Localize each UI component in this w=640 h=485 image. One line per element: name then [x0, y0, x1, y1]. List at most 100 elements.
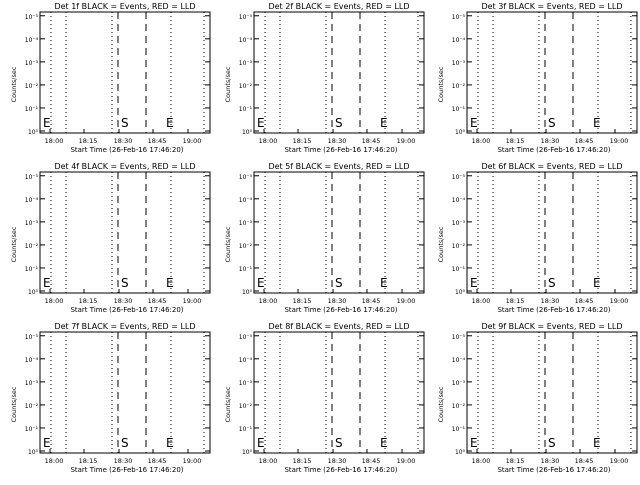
chart-panel: Det 9f BLACK = Events, RED = LLD 10⁰ 10⁻¹ 1…	[437, 322, 638, 474]
y-tick-label: 10⁻¹	[452, 426, 466, 433]
y-tick-label: 10⁰	[28, 449, 39, 456]
y-tick-label: 10⁻⁵	[452, 14, 466, 21]
x-tick-label: 18:30	[114, 457, 133, 465]
y-tick-label: 10⁻⁴	[239, 37, 253, 44]
x-tick-label: 18:30	[541, 137, 560, 145]
x-tick-label: 18:30	[114, 137, 133, 145]
x-tick-label: 18:15	[506, 297, 525, 305]
chart-title: Det 9f BLACK = Events, RED = LLD	[481, 322, 622, 331]
plot-frame	[253, 331, 425, 454]
plot-frame	[466, 331, 638, 454]
event-marker: S	[335, 436, 343, 450]
x-tick-label: 18:15	[506, 137, 525, 145]
y-axis-label: Counts/sec	[10, 226, 18, 262]
plot-frame	[253, 11, 425, 134]
x-tick-label: 18:00	[45, 457, 64, 465]
y-tick-label: 10⁻⁴	[239, 357, 253, 364]
y-tick-label: 10⁻⁵	[452, 174, 466, 181]
plot-frame	[466, 11, 638, 134]
x-tick-label: 18:45	[148, 137, 167, 145]
x-tick-label: 18:45	[362, 297, 381, 305]
event-marker: E	[166, 276, 174, 290]
chart-title: Det 2f BLACK = Events, RED = LLD	[268, 2, 409, 11]
y-tick-label: 10⁻²	[239, 83, 253, 90]
chart-panel: Det 1f BLACK = Events, RED = LLD 10⁰ 10⁻¹ 1…	[10, 2, 211, 154]
y-tick-label: 10⁻⁴	[452, 357, 466, 364]
y-axis-label: Counts/sec	[437, 386, 445, 422]
x-axis-label: Start Time (26-Feb-16 17:46:20)	[497, 146, 610, 154]
event-marker: S	[548, 276, 556, 290]
chart-title: Det 4f BLACK = Events, RED = LLD	[54, 162, 195, 171]
chart-panel: Det 8f BLACK = Events, RED = LLD 10⁰ 10⁻¹ 1…	[224, 322, 425, 474]
x-axis-label: Start Time (26-Feb-16 17:46:20)	[284, 306, 397, 314]
x-tick-label: 18:00	[259, 297, 278, 305]
y-tick-label: 10⁻⁵	[239, 334, 253, 341]
chart-panel: Det 5f BLACK = Events, RED = LLD 10⁰ 10⁻¹ 1…	[224, 162, 425, 314]
chart-title: Det 5f BLACK = Events, RED = LLD	[268, 162, 409, 171]
event-marker: E	[593, 276, 601, 290]
x-tick-label: 19:00	[183, 457, 202, 465]
x-axis-label: Start Time (26-Feb-16 17:46:20)	[497, 306, 610, 314]
x-tick-label: 18:30	[328, 137, 347, 145]
y-tick-label: 10⁰	[242, 449, 253, 456]
event-marker: E	[257, 116, 265, 130]
x-tick-label: 18:00	[472, 297, 491, 305]
x-tick-label: 18:15	[293, 457, 312, 465]
y-tick-label: 10⁻³	[452, 60, 466, 67]
x-tick-label: 18:30	[328, 457, 347, 465]
event-marker: E	[470, 436, 478, 450]
y-tick-label: 10⁰	[28, 129, 39, 136]
chart-title: Det 3f BLACK = Events, RED = LLD	[481, 2, 622, 11]
y-tick-label: 10⁻⁴	[452, 197, 466, 204]
y-tick-label: 10⁻⁵	[239, 174, 253, 181]
x-tick-label: 19:00	[183, 297, 202, 305]
y-tick-label: 10⁰	[242, 129, 253, 136]
event-marker: S	[548, 116, 556, 130]
x-axis-label: Start Time (26-Feb-16 17:46:20)	[497, 466, 610, 474]
event-marker: E	[43, 276, 51, 290]
y-tick-label: 10⁻⁵	[25, 174, 39, 181]
y-axis-label: Counts/sec	[10, 386, 18, 422]
event-marker: E	[470, 116, 478, 130]
y-axis-label: Counts/sec	[437, 66, 445, 102]
y-tick-label: 10⁻¹	[239, 426, 253, 433]
event-marker: S	[335, 116, 343, 130]
x-tick-label: 18:45	[362, 137, 381, 145]
chart-panel: Det 6f BLACK = Events, RED = LLD 10⁰ 10⁻¹ 1…	[437, 162, 638, 314]
y-tick-label: 10⁻³	[452, 380, 466, 387]
x-tick-label: 19:00	[610, 457, 629, 465]
event-marker: E	[380, 436, 388, 450]
x-axis-label: Start Time (26-Feb-16 17:46:20)	[284, 146, 397, 154]
y-tick-label: 10⁻³	[25, 220, 39, 227]
y-axis-label: Counts/sec	[437, 226, 445, 262]
y-tick-label: 10⁻¹	[239, 266, 253, 273]
y-tick-label: 10⁰	[242, 289, 253, 296]
y-tick-label: 10⁻⁵	[25, 14, 39, 21]
y-tick-label: 10⁻³	[25, 380, 39, 387]
plot-frame	[39, 11, 211, 134]
plot-frame	[39, 331, 211, 454]
x-axis-label: Start Time (26-Feb-16 17:46:20)	[70, 306, 183, 314]
event-marker: S	[121, 116, 129, 130]
x-tick-label: 18:45	[148, 297, 167, 305]
y-axis-label: Counts/sec	[224, 226, 232, 262]
x-tick-label: 18:15	[79, 297, 98, 305]
x-tick-label: 19:00	[397, 137, 416, 145]
event-marker: E	[593, 436, 601, 450]
x-tick-label: 18:30	[541, 297, 560, 305]
event-marker: E	[380, 116, 388, 130]
chart-title: Det 6f BLACK = Events, RED = LLD	[481, 162, 622, 171]
chart-panel: Det 4f BLACK = Events, RED = LLD 10⁰ 10⁻¹ 1…	[10, 162, 211, 314]
x-tick-label: 18:45	[575, 457, 594, 465]
x-tick-label: 18:15	[293, 137, 312, 145]
y-tick-label: 10⁻⁴	[239, 197, 253, 204]
event-marker: E	[166, 116, 174, 130]
y-tick-label: 10⁻¹	[25, 426, 39, 433]
y-tick-label: 10⁻²	[239, 403, 253, 410]
y-tick-label: 10⁻⁵	[239, 14, 253, 21]
y-tick-label: 10⁻¹	[239, 106, 253, 113]
chart-title: Det 7f BLACK = Events, RED = LLD	[54, 322, 195, 331]
chart-title: Det 1f BLACK = Events, RED = LLD	[54, 2, 195, 11]
x-tick-label: 18:30	[328, 297, 347, 305]
